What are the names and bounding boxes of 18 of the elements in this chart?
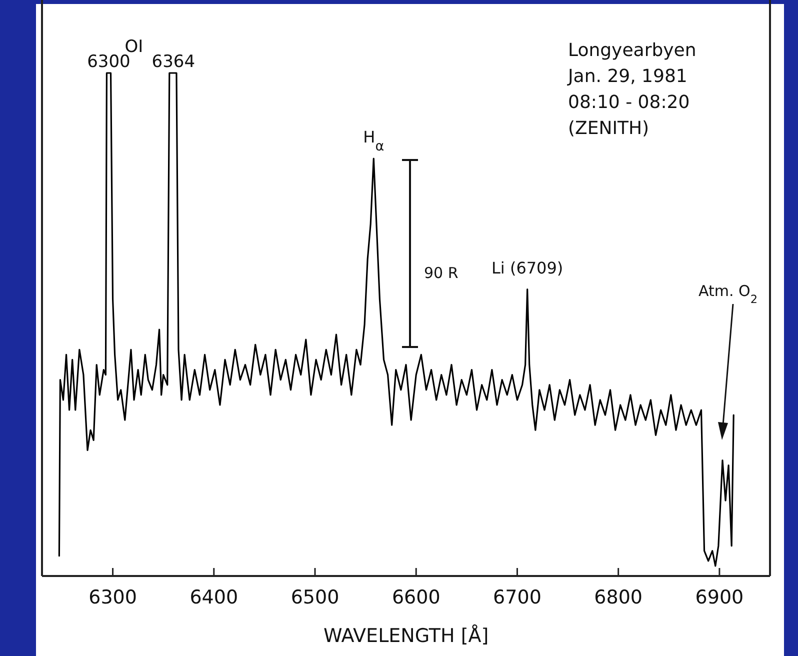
text: Longyearbyen [568,40,696,61]
x-tick-label: 6800 [594,586,643,608]
annotation: Jan. 29, 1981 [567,66,688,87]
annotation: H$_{α}$ [363,128,384,155]
x-tick-label: 6500 [290,586,340,608]
annotation: 6300 [87,52,130,72]
x-tick-label: 6700 [493,586,542,608]
x-tick-label: 6400 [190,586,238,608]
annotation: 6364 [152,52,196,72]
x-tick-label: 6900 [695,586,744,608]
annotation: Li (6709) [492,258,564,278]
x-tick-label: 6600 [392,586,440,608]
annotation: (ZENITH) [568,118,650,139]
annotation: 90 R [424,264,458,282]
x-axis-title: WAVELENGTH [Å] [324,624,489,647]
annotation: 08:10 - 08:20 [568,92,690,113]
annotation: Atm. O$_{2}$ [698,282,758,306]
x-tick-label: 6300 [88,586,137,608]
